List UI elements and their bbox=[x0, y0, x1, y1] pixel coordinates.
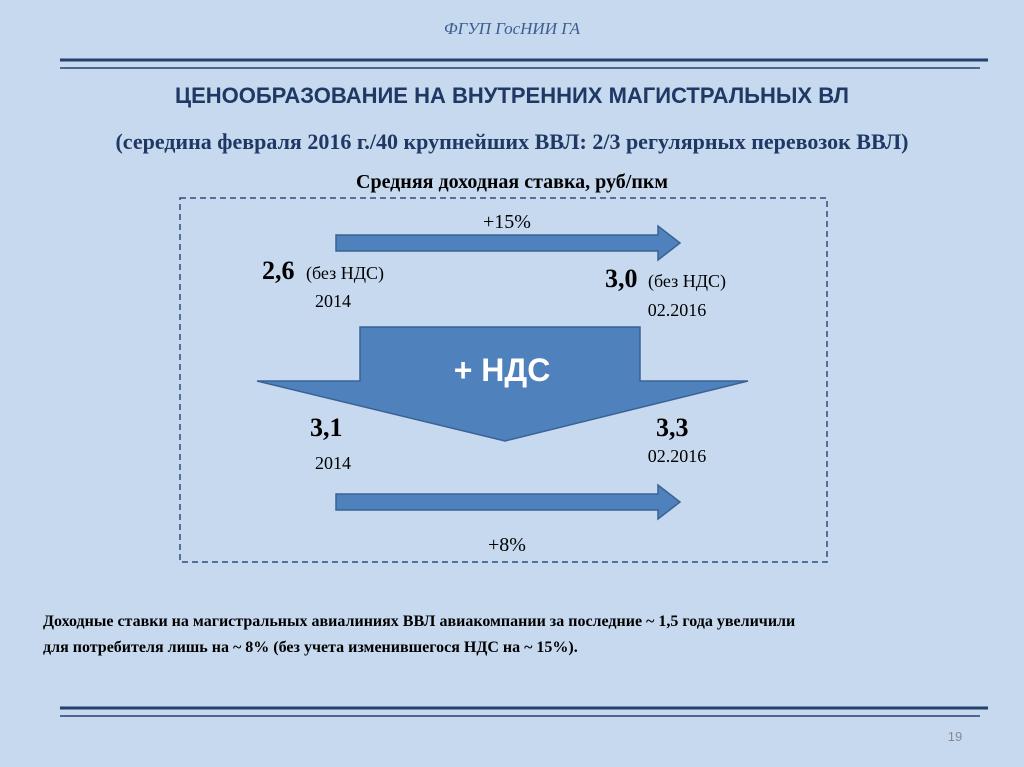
value: 3,3 bbox=[656, 413, 689, 442]
date: 2014 bbox=[315, 291, 351, 311]
value: 2,6 bbox=[262, 256, 295, 285]
org: ФГУП ГосНИИ ГА bbox=[444, 19, 581, 38]
arrow bbox=[335, 483, 682, 521]
value-note: (без НДС) bbox=[306, 263, 384, 284]
arrow bbox=[335, 224, 682, 262]
note-line: Доходные ставки на магистральных авиалин… bbox=[43, 613, 795, 630]
vat-label: + НДС bbox=[454, 352, 551, 388]
date: 02.2016 bbox=[648, 446, 707, 466]
diagram-heading: Средняя доходная ставка, руб/пкм bbox=[356, 171, 668, 193]
change-label: +8% bbox=[488, 534, 526, 556]
title: ЦЕНООБРАЗОВАНИЕ НА ВНУТРЕННИХ МАГИСТРАЛЬ… bbox=[175, 83, 849, 108]
value: 3,0 bbox=[605, 264, 638, 293]
date: 02.2016 bbox=[648, 300, 707, 320]
note-line: для потребителя лишь на ~ 8% (без учета … bbox=[43, 639, 578, 656]
vat-arrow bbox=[256, 326, 749, 442]
change-label: +15% bbox=[483, 211, 531, 233]
value-note: (без НДС) bbox=[648, 271, 726, 292]
page-number: 19 bbox=[948, 729, 962, 744]
subtitle: (середина февраля 2016 г./40 крупнейших … bbox=[115, 129, 908, 154]
frame bbox=[179, 197, 828, 563]
date: 2014 bbox=[315, 453, 351, 473]
value: 3,1 bbox=[310, 413, 343, 442]
